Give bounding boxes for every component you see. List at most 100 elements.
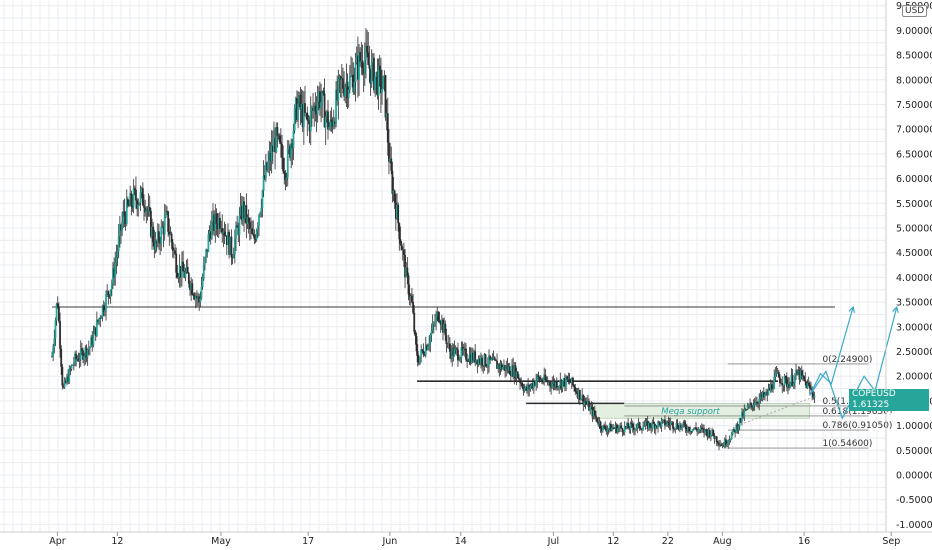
candle-body: [749, 403, 751, 406]
candle-body: [83, 356, 86, 360]
candle-body: [707, 430, 710, 437]
candle-body: [92, 333, 95, 346]
candle-body: [584, 401, 587, 403]
candle-body: [520, 382, 523, 384]
candle-body: [429, 335, 432, 344]
candle-body: [61, 366, 64, 386]
support-zone-label: Mega support: [661, 407, 720, 417]
candle-body: [587, 401, 589, 405]
candle-body: [190, 283, 193, 291]
x-tick-label: Jul: [547, 536, 559, 547]
candle-body: [273, 138, 275, 152]
candle-body: [590, 406, 593, 408]
candle-body: [87, 348, 90, 350]
candle-body: [504, 365, 506, 372]
candle-body: [313, 105, 316, 111]
candle-body: [350, 75, 352, 77]
candle-body: [690, 431, 693, 432]
candle-body: [426, 345, 428, 350]
candle-body: [216, 224, 219, 229]
currency-label[interactable]: USD: [902, 5, 928, 17]
candle-body: [137, 204, 140, 209]
candle-body: [638, 422, 641, 429]
candle-body: [675, 423, 678, 429]
candle-body: [797, 370, 800, 375]
candle-body: [328, 127, 331, 130]
candle-body: [281, 143, 283, 158]
candle-body: [501, 367, 504, 370]
candle-body: [163, 216, 166, 235]
candle-body: [169, 233, 172, 235]
candle-body: [530, 383, 533, 387]
y-axis[interactable]: 9.500009.000008.500008.000007.500007.000…: [896, 1, 932, 531]
candle-body: [771, 384, 773, 390]
candle-body: [645, 420, 648, 422]
candle-body: [455, 348, 458, 350]
candle-body: [193, 295, 196, 300]
candle-body: [189, 283, 191, 291]
candle-body: [799, 370, 802, 380]
candle-body: [536, 375, 539, 381]
candle-body: [233, 239, 236, 255]
candle-body: [492, 357, 495, 360]
candle-body: [296, 98, 298, 120]
candle-body: [730, 433, 733, 440]
candle-body: [70, 365, 73, 370]
candle-body: [751, 405, 754, 408]
candle-body: [595, 415, 597, 418]
candle-body: [403, 249, 405, 255]
candle-body: [447, 343, 450, 345]
candle-body: [703, 428, 705, 433]
x-tick-label: 14: [455, 536, 467, 547]
candle-body: [323, 93, 326, 128]
candle-body: [265, 162, 267, 178]
candle-body: [719, 444, 722, 446]
candle-body: [161, 226, 164, 228]
x-tick-label: Jun: [381, 536, 397, 547]
candle-body: [108, 294, 111, 297]
candle-body: [568, 378, 571, 382]
candle-body: [588, 401, 590, 411]
candle-body: [661, 419, 664, 422]
candle-body: [700, 427, 703, 429]
candle-body: [753, 404, 756, 406]
candle-body: [72, 362, 75, 366]
candle-body: [397, 204, 400, 224]
candle-body: [124, 216, 127, 225]
candle-body: [766, 391, 769, 395]
candle-body: [84, 347, 87, 357]
candle-body: [714, 436, 717, 439]
fib-level-label: 0.618(1.19650): [822, 407, 892, 417]
x-axis[interactable]: Apr 12 May 17 Jun 14 Jul 12 22 Aug 16 Sep: [49, 532, 900, 547]
candle-body: [711, 429, 713, 435]
candle-body: [473, 351, 475, 361]
candle-body: [254, 239, 257, 240]
candle-body: [477, 358, 480, 365]
candle-body: [60, 348, 63, 367]
candle-body: [293, 108, 296, 131]
y-tick-label: -0.50000: [896, 495, 932, 506]
candle-body: [245, 205, 248, 225]
candle-body: [227, 232, 229, 245]
candle-body: [78, 359, 81, 361]
candle-body: [55, 303, 58, 321]
candle-body: [710, 434, 712, 438]
candle-body: [317, 91, 320, 102]
candle-body: [774, 373, 777, 377]
candle-body: [324, 116, 327, 128]
candle-body: [574, 387, 577, 392]
candle-body: [135, 190, 137, 201]
y-tick-label: 0.00000: [896, 471, 932, 482]
countdown-timer: 01:26:35: [886, 411, 927, 421]
candle-body: [806, 382, 809, 389]
candle-body: [138, 202, 141, 205]
candle-body: [170, 233, 173, 243]
y-tick-label: 2.50000: [896, 347, 932, 358]
candle-body: [320, 102, 322, 109]
candle-body: [437, 312, 440, 321]
candle-body: [557, 387, 559, 389]
candle-body: [385, 113, 388, 118]
candle-body: [366, 45, 368, 53]
candle-body: [145, 209, 148, 213]
